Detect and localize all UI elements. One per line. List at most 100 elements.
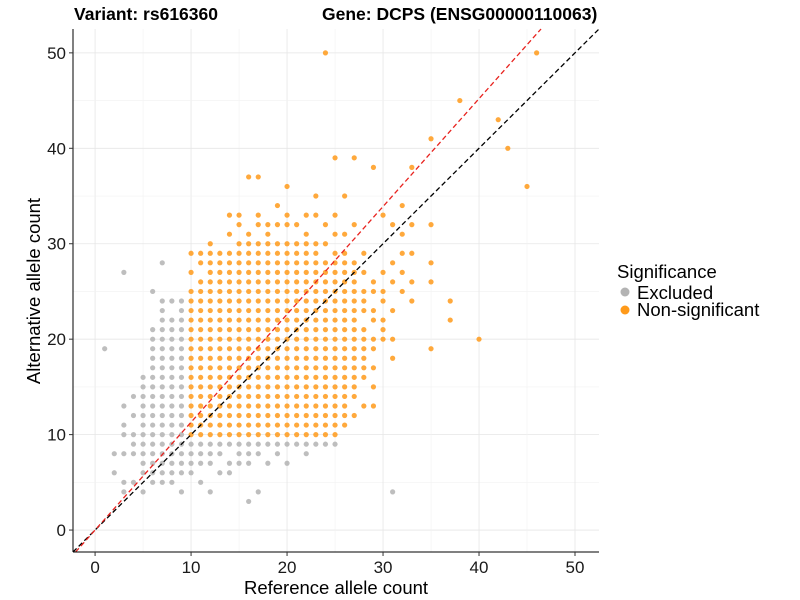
- point-non-significant: [274, 307, 281, 314]
- point-non-significant: [332, 269, 338, 275]
- point-non-significant: [380, 336, 386, 342]
- point-non-significant: [207, 269, 213, 275]
- point-non-significant: [265, 260, 271, 266]
- point-non-significant: [255, 222, 261, 228]
- point-non-significant: [303, 260, 309, 266]
- point-non-significant: [226, 250, 233, 256]
- point-non-significant: [313, 317, 319, 323]
- point-non-significant: [428, 346, 434, 352]
- point-excluded: [198, 460, 204, 466]
- point-non-significant: [207, 403, 213, 409]
- point-excluded: [236, 451, 242, 457]
- point-non-significant: [265, 241, 271, 247]
- point-excluded: [169, 460, 175, 466]
- point-excluded: [274, 441, 281, 447]
- y-tick-label: 40: [47, 139, 66, 158]
- point-excluded: [150, 412, 156, 419]
- point-non-significant: [447, 298, 453, 304]
- x-tick-label: 20: [278, 558, 297, 577]
- point-non-significant: [188, 355, 194, 361]
- point-excluded: [140, 393, 146, 400]
- point-non-significant: [226, 365, 233, 371]
- point-excluded: [246, 441, 252, 447]
- point-non-significant: [303, 288, 309, 295]
- point-excluded: [207, 451, 213, 457]
- x-tick-label: 40: [470, 558, 489, 577]
- point-non-significant: [332, 317, 338, 323]
- point-non-significant: [390, 336, 396, 342]
- point-non-significant: [188, 412, 194, 419]
- point-excluded: [178, 374, 185, 380]
- point-non-significant: [284, 269, 290, 275]
- point-non-significant: [265, 336, 271, 342]
- point-non-significant: [188, 336, 194, 342]
- point-excluded: [140, 422, 146, 428]
- point-non-significant: [370, 384, 377, 390]
- point-non-significant: [255, 307, 261, 314]
- point-non-significant: [428, 260, 434, 266]
- point-excluded: [140, 470, 146, 476]
- point-non-significant: [409, 164, 415, 170]
- point-non-significant: [274, 298, 281, 304]
- point-non-significant: [255, 336, 261, 342]
- point-excluded: [150, 479, 156, 485]
- point-non-significant: [284, 279, 290, 285]
- point-non-significant: [265, 412, 271, 419]
- point-non-significant: [476, 336, 482, 342]
- point-excluded: [140, 451, 146, 457]
- point-non-significant: [226, 327, 233, 333]
- point-non-significant: [342, 365, 348, 371]
- point-non-significant: [370, 164, 377, 170]
- point-non-significant: [255, 403, 261, 409]
- point-non-significant: [198, 307, 204, 314]
- point-non-significant: [274, 432, 281, 438]
- point-non-significant: [274, 241, 281, 247]
- point-non-significant: [380, 269, 386, 275]
- point-non-significant: [246, 298, 252, 304]
- point-non-significant: [390, 279, 396, 285]
- point-non-significant: [342, 346, 348, 352]
- point-non-significant: [236, 327, 242, 333]
- point-excluded: [150, 422, 156, 428]
- point-excluded: [255, 451, 261, 457]
- point-non-significant: [217, 412, 223, 419]
- point-non-significant: [342, 384, 348, 390]
- point-non-significant: [342, 374, 348, 380]
- point-non-significant: [342, 307, 348, 314]
- point-non-significant: [399, 269, 405, 275]
- point-non-significant: [284, 403, 290, 409]
- legend-label-excluded: Excluded: [637, 282, 713, 303]
- point-non-significant: [236, 260, 242, 266]
- point-non-significant: [255, 422, 261, 428]
- point-excluded: [159, 298, 165, 304]
- point-excluded: [255, 489, 261, 495]
- point-non-significant: [236, 250, 242, 256]
- x-tick-label: 10: [182, 558, 201, 577]
- point-non-significant: [322, 346, 329, 352]
- point-non-significant: [226, 422, 233, 428]
- point-non-significant: [534, 50, 540, 56]
- point-non-significant: [274, 327, 281, 333]
- point-non-significant: [207, 374, 213, 380]
- point-non-significant: [361, 403, 367, 409]
- point-non-significant: [332, 355, 338, 361]
- point-excluded: [274, 451, 281, 457]
- point-non-significant: [255, 374, 261, 380]
- point-non-significant: [342, 288, 348, 295]
- point-non-significant: [284, 288, 290, 295]
- point-non-significant: [303, 403, 309, 409]
- point-non-significant: [236, 374, 242, 380]
- point-non-significant: [236, 279, 242, 285]
- point-non-significant: [361, 346, 367, 352]
- point-non-significant: [303, 374, 309, 380]
- series-non-significant: [188, 50, 540, 438]
- point-excluded: [178, 365, 185, 371]
- point-non-significant: [361, 336, 367, 342]
- point-excluded: [198, 441, 204, 447]
- point-non-significant: [207, 365, 213, 371]
- point-non-significant: [294, 269, 300, 275]
- point-non-significant: [217, 422, 223, 428]
- point-non-significant: [265, 307, 271, 314]
- point-non-significant: [313, 260, 319, 266]
- point-non-significant: [226, 307, 233, 314]
